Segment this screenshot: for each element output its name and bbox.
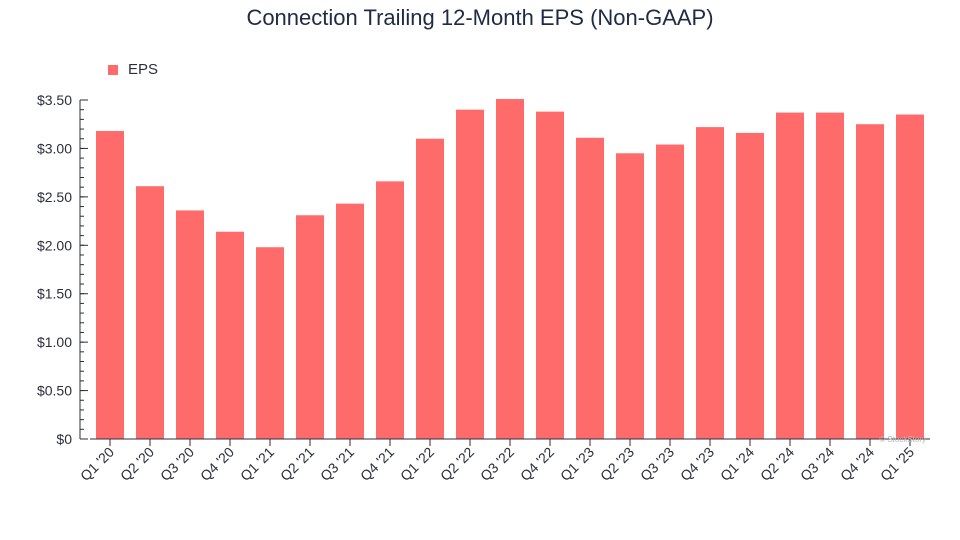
bar-eps xyxy=(96,130,124,439)
x-tick-label: Q1 '22 xyxy=(397,444,437,484)
x-tick-label: Q2 '22 xyxy=(437,444,477,484)
bar-eps xyxy=(736,132,764,439)
bar-eps xyxy=(576,137,604,439)
legend-label-eps: EPS xyxy=(128,61,158,78)
x-tick-label: Q3 '24 xyxy=(797,444,837,484)
x-tick-label: Q2 '24 xyxy=(757,444,797,484)
bar-eps xyxy=(296,215,324,439)
x-tick-label: Q1 '21 xyxy=(237,444,277,484)
bar-eps xyxy=(776,112,804,439)
x-tick-label: Q2 '21 xyxy=(277,444,317,484)
x-axis: Q1 '20 Q2 '20 Q3 '20 Q4 '20 Q1 '21 Q2 '21 Q3 '… xyxy=(77,438,930,484)
x-tick-label: Q3 '21 xyxy=(317,444,357,484)
x-tick-label: Q3 '23 xyxy=(637,444,677,484)
bar-eps xyxy=(416,138,444,439)
watermark: © StockStory xyxy=(879,435,926,444)
legend: EPS xyxy=(108,61,158,78)
bar-eps xyxy=(136,186,164,439)
y-tick-label: $3.50 xyxy=(37,92,72,108)
x-tick-label: Q3 '22 xyxy=(477,444,517,484)
chart-title: Connection Trailing 12-Month EPS (Non-GA… xyxy=(246,5,713,30)
y-tick-label: $1.00 xyxy=(37,334,72,350)
bar-eps xyxy=(616,153,644,439)
bar-eps xyxy=(536,111,564,439)
bar-eps xyxy=(856,124,884,439)
bar-eps xyxy=(696,127,724,440)
x-tick-label: Q1 '25 xyxy=(877,444,917,484)
y-tick-label: $2.50 xyxy=(37,189,72,205)
x-tick-label: Q1 '24 xyxy=(717,444,757,484)
x-tick-label: Q4 '24 xyxy=(837,444,877,484)
bar-eps xyxy=(896,114,924,440)
x-tick-label: Q2 '20 xyxy=(117,444,157,484)
bar-eps xyxy=(816,112,844,439)
y-tick-label: $2.00 xyxy=(37,237,72,253)
bar-eps xyxy=(176,210,204,439)
x-tick-label: Q1 '23 xyxy=(557,444,597,484)
bar-eps xyxy=(256,247,284,439)
x-tick-label: Q1 '20 xyxy=(77,444,117,484)
bar-series-eps xyxy=(96,99,924,440)
x-tick-label: Q4 '23 xyxy=(677,444,717,484)
bar-eps xyxy=(336,203,364,439)
y-tick-label: $3.00 xyxy=(37,140,72,156)
bar-eps xyxy=(376,181,404,440)
y-axis: $0 $0.50 $1.00 $1.50 $2.00 $2.50 $3.00 $3.50 xyxy=(37,92,88,447)
bar-eps xyxy=(496,99,524,439)
bar-eps xyxy=(216,231,244,439)
bar-eps xyxy=(656,144,684,439)
x-tick-label: Q4 '21 xyxy=(357,444,397,484)
x-tick-label: Q3 '20 xyxy=(157,444,197,484)
y-tick-label: $1.50 xyxy=(37,286,72,302)
legend-swatch-eps xyxy=(108,65,118,75)
y-tick-label: $0 xyxy=(56,431,72,447)
x-tick-label: Q4 '20 xyxy=(197,444,237,484)
bar-eps xyxy=(456,109,484,439)
y-tick-label: $0.50 xyxy=(37,383,72,399)
x-tick-label: Q2 '23 xyxy=(597,444,637,484)
x-tick-label: Q4 '22 xyxy=(517,444,557,484)
